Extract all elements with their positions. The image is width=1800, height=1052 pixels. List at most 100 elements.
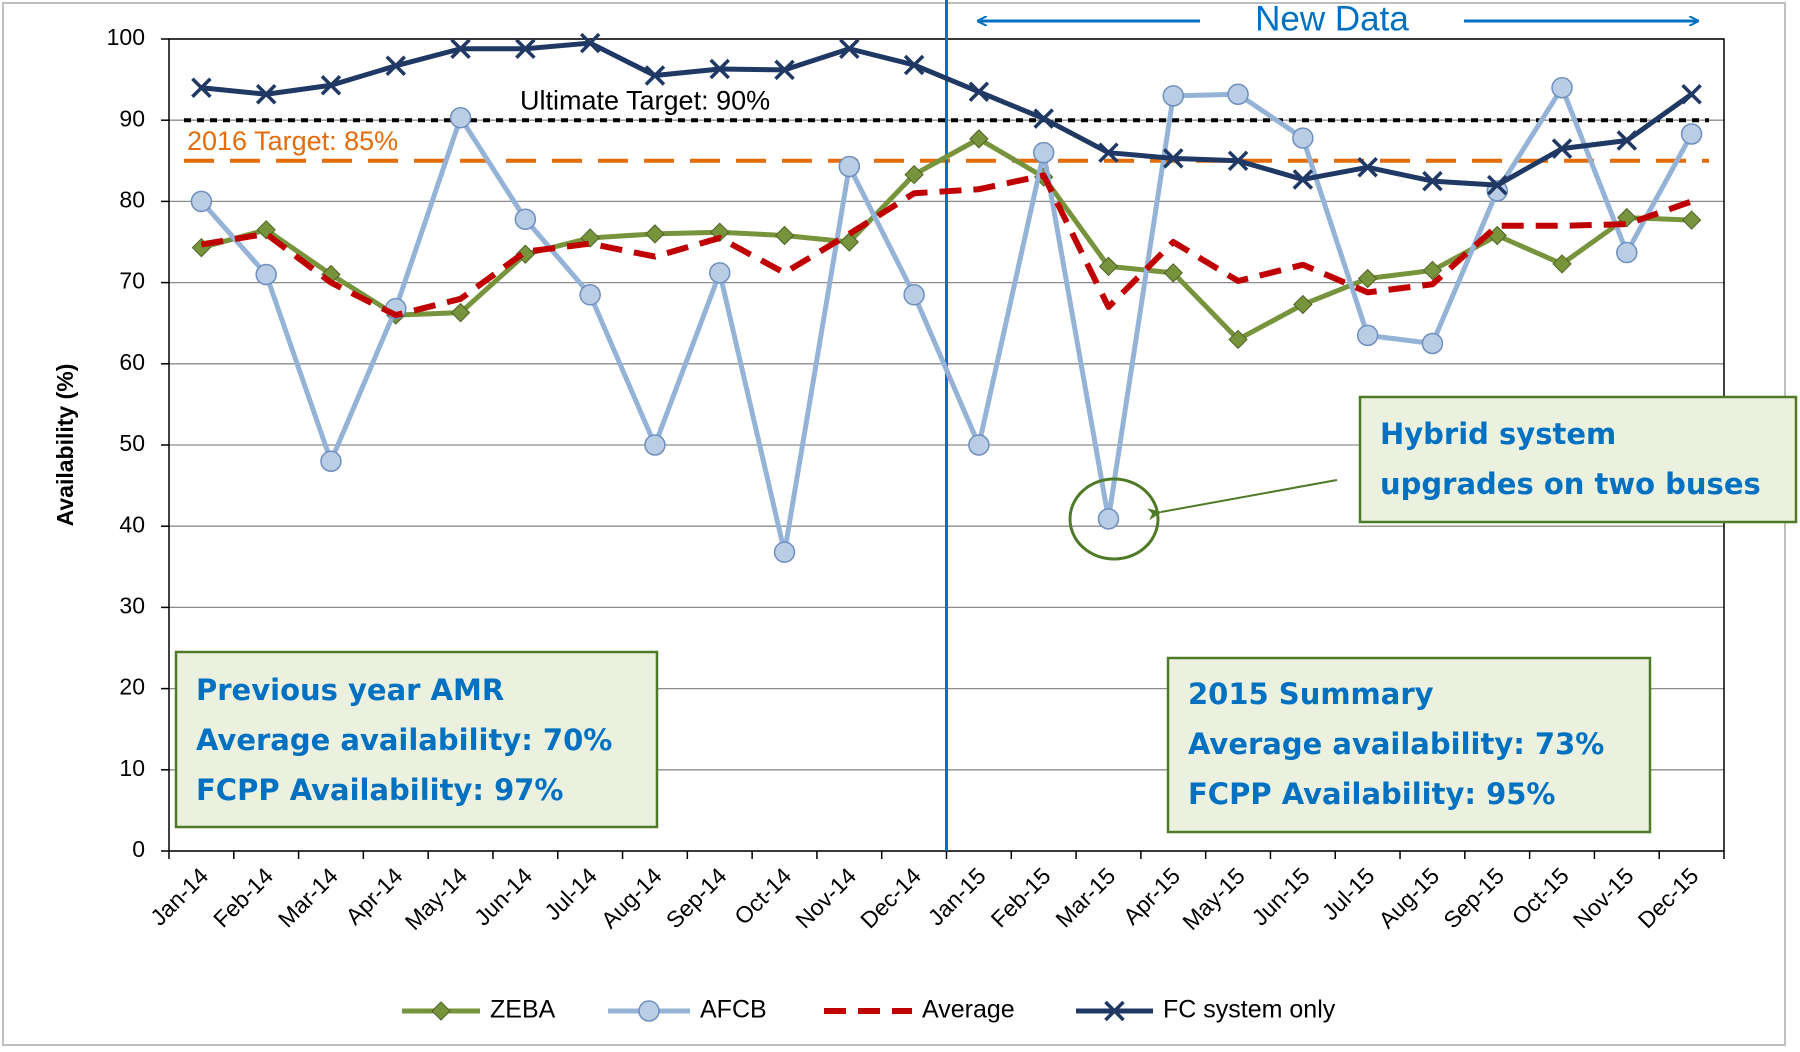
point — [385, 55, 407, 77]
x-tick-label: Aug-14 — [596, 862, 667, 933]
point — [255, 263, 277, 286]
point — [1357, 268, 1378, 289]
point — [190, 190, 213, 213]
point — [969, 129, 989, 149]
legend-marker — [431, 1001, 451, 1021]
x-tick-label: Apr-14 — [340, 862, 407, 929]
y-tick-label: 10 — [119, 755, 145, 781]
point — [1681, 83, 1702, 105]
point — [1097, 508, 1120, 530]
x-tick-label: May-14 — [400, 862, 473, 935]
x-tick-label: Jan-14 — [145, 862, 213, 930]
x-tick-label: Sep-15 — [1438, 862, 1509, 933]
y-tick-label: 50 — [119, 430, 145, 456]
legend-marker — [1104, 1000, 1125, 1022]
x-tick-label: Dec-15 — [1633, 862, 1704, 933]
y-tick-label: 30 — [119, 592, 145, 618]
point — [968, 81, 990, 103]
point — [1356, 324, 1379, 347]
point — [1551, 138, 1573, 159]
x-tick-label: Jul-15 — [1317, 862, 1380, 925]
point — [1033, 108, 1054, 129]
x-tick-label: Feb-15 — [986, 862, 1056, 932]
annotation-text: Hybrid system — [1380, 417, 1616, 451]
point — [1551, 76, 1573, 99]
point — [904, 164, 924, 185]
series — [200, 172, 1693, 319]
point — [1292, 127, 1314, 149]
x-tick-label: Apr-15 — [1118, 862, 1185, 929]
point — [968, 434, 990, 456]
point — [839, 232, 860, 252]
x-tick-label: Mar-14 — [273, 862, 343, 932]
y-axis-title: Availability (%) — [52, 364, 78, 527]
point — [774, 225, 795, 246]
series-line — [201, 40, 1694, 188]
x-tick-label: Aug-15 — [1373, 862, 1444, 933]
x-tick-label: Jun-15 — [1247, 862, 1315, 930]
y-tick-label: 80 — [119, 186, 145, 212]
point — [450, 38, 471, 59]
point — [1162, 85, 1185, 107]
point — [1552, 254, 1572, 274]
point — [450, 302, 471, 323]
point — [1032, 141, 1055, 164]
point — [1421, 332, 1444, 355]
x-tick-label: Sep-14 — [661, 862, 732, 933]
point — [1098, 142, 1119, 163]
x-tick-label: Jul-14 — [539, 862, 602, 925]
point — [708, 262, 731, 284]
point — [1227, 150, 1249, 172]
point — [1422, 170, 1443, 192]
x-tick-label: Oct-15 — [1507, 862, 1574, 929]
series — [191, 32, 1702, 196]
point — [1098, 256, 1119, 277]
series-line — [200, 136, 1692, 342]
legend-label: ZEBA — [490, 996, 556, 1024]
point — [579, 32, 601, 54]
series-line — [199, 85, 1694, 555]
x-tick-label: Nov-15 — [1568, 862, 1639, 933]
point — [255, 83, 277, 105]
point — [1486, 174, 1508, 196]
annotation-box — [1166, 656, 1652, 834]
point — [644, 65, 666, 86]
annotation-text: Average availability: 73% — [1188, 727, 1604, 761]
series-line — [200, 172, 1693, 319]
point — [645, 224, 665, 244]
point — [1292, 169, 1314, 190]
point — [709, 58, 730, 80]
point — [514, 208, 537, 231]
series — [191, 129, 1702, 350]
legend-label: FC system only — [1163, 996, 1336, 1024]
y-tick-label: 0 — [132, 836, 145, 862]
point — [839, 38, 860, 59]
point — [838, 155, 861, 178]
x-tick-label: Jan-15 — [923, 862, 991, 930]
y-tick-label: 70 — [119, 268, 145, 294]
annotation-box — [174, 650, 659, 829]
series — [190, 76, 1703, 563]
x-tick-label: May-15 — [1177, 862, 1250, 935]
y-tick-label: 60 — [119, 349, 145, 375]
point — [1163, 263, 1183, 283]
point — [515, 38, 536, 59]
point — [1616, 241, 1638, 264]
callout-arrow — [1147, 479, 1338, 521]
annotation-box — [1358, 395, 1798, 524]
x-tick-label: Feb-14 — [208, 862, 278, 932]
legend-label: AFCB — [700, 996, 767, 1024]
x-tick-label: Jun-14 — [469, 862, 537, 930]
point — [320, 450, 342, 472]
point — [774, 59, 795, 81]
point — [644, 434, 666, 456]
point — [1616, 130, 1638, 151]
point — [1487, 225, 1507, 246]
point — [579, 284, 601, 306]
annotation-text: Average availability: 70% — [196, 723, 612, 757]
y-tick-label: 100 — [107, 24, 145, 50]
point — [1681, 210, 1702, 230]
point — [191, 77, 212, 98]
